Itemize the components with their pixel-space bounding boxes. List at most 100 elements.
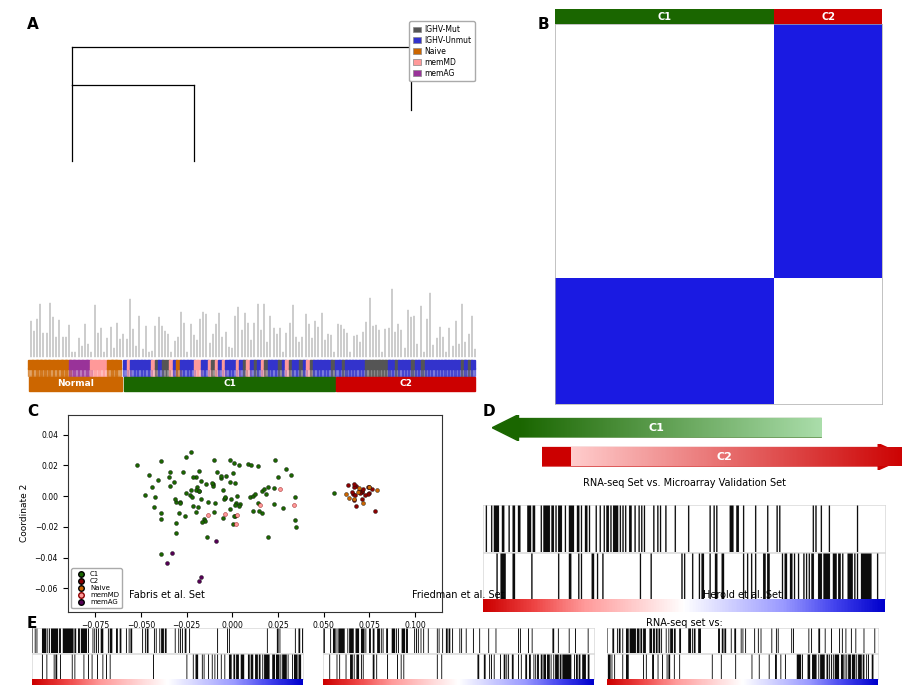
Point — [271, 472, 285, 483]
Point — [279, 463, 293, 474]
Bar — [451, 360, 456, 369]
Bar — [437, 368, 442, 377]
Bar — [384, 360, 389, 369]
Bar — [158, 368, 162, 377]
Point — [261, 481, 275, 492]
Point — [345, 487, 359, 498]
Bar — [226, 360, 230, 369]
Bar — [27, 368, 33, 377]
Bar — [421, 360, 426, 369]
Bar — [447, 360, 452, 369]
Bar — [467, 368, 472, 377]
Bar — [161, 368, 166, 377]
Bar — [27, 360, 33, 369]
Point — [350, 486, 364, 498]
Point — [217, 492, 232, 503]
Bar — [86, 360, 92, 369]
Point — [178, 511, 192, 522]
Point — [198, 479, 213, 490]
Bar — [401, 368, 406, 377]
Bar — [394, 368, 399, 377]
Point — [142, 470, 156, 481]
Bar — [94, 368, 100, 377]
Bar — [441, 368, 446, 377]
Point — [346, 493, 361, 504]
Point — [214, 473, 228, 484]
Point — [197, 513, 211, 524]
Bar — [398, 360, 402, 369]
Bar — [32, 360, 38, 369]
Text: C1: C1 — [658, 12, 671, 21]
Bar — [338, 360, 343, 369]
Bar — [124, 377, 336, 390]
Bar — [137, 360, 142, 369]
Bar — [261, 368, 265, 377]
Text: C2: C2 — [821, 12, 834, 21]
Bar — [424, 360, 428, 369]
Point — [179, 487, 193, 498]
Point — [267, 499, 281, 510]
Bar — [243, 368, 247, 377]
Point — [361, 482, 375, 493]
Point — [153, 513, 168, 524]
Bar — [57, 368, 62, 377]
Point — [226, 468, 240, 479]
Bar — [73, 360, 79, 369]
Point — [209, 467, 224, 478]
Bar — [461, 368, 465, 377]
Point — [183, 446, 198, 457]
Point — [252, 505, 266, 516]
Point — [194, 571, 208, 583]
X-axis label: Coordinate 1: Coordinate 1 — [226, 636, 284, 645]
Bar — [183, 360, 188, 369]
Text: C1: C1 — [223, 379, 236, 388]
Bar — [148, 368, 152, 377]
Point — [288, 491, 302, 502]
Bar — [60, 368, 67, 377]
Bar — [52, 368, 59, 377]
Bar — [253, 360, 258, 369]
Text: C1: C1 — [649, 423, 664, 433]
Bar — [133, 360, 138, 369]
Bar — [471, 360, 475, 369]
Point — [352, 485, 366, 496]
Point — [226, 511, 241, 522]
Bar — [148, 360, 152, 369]
Point — [222, 455, 236, 466]
Point — [283, 470, 298, 481]
Point — [153, 548, 168, 559]
Bar — [86, 368, 92, 377]
Point — [275, 502, 290, 513]
Point — [200, 531, 215, 542]
Bar — [374, 368, 379, 377]
Bar — [239, 360, 244, 369]
Point — [191, 465, 206, 476]
Point — [207, 498, 222, 509]
Bar — [197, 360, 201, 369]
Text: C2: C2 — [399, 379, 412, 388]
Bar — [368, 360, 373, 369]
Point — [226, 458, 241, 469]
Bar — [296, 368, 300, 377]
Point — [251, 498, 265, 509]
Point — [361, 482, 375, 493]
Point — [288, 521, 302, 532]
Bar — [404, 368, 409, 377]
Bar — [431, 360, 436, 369]
Bar — [414, 360, 419, 369]
Bar — [211, 368, 216, 377]
Bar — [179, 368, 184, 377]
Bar — [289, 368, 293, 377]
Bar — [320, 368, 325, 377]
Bar — [103, 368, 108, 377]
Point — [353, 488, 367, 499]
Point — [245, 506, 260, 517]
Bar — [165, 368, 170, 377]
Bar — [348, 368, 353, 377]
Point — [227, 477, 242, 489]
Bar — [362, 368, 366, 377]
Bar — [193, 368, 198, 377]
Point — [340, 479, 354, 490]
Bar — [457, 368, 462, 377]
Bar — [257, 368, 262, 377]
